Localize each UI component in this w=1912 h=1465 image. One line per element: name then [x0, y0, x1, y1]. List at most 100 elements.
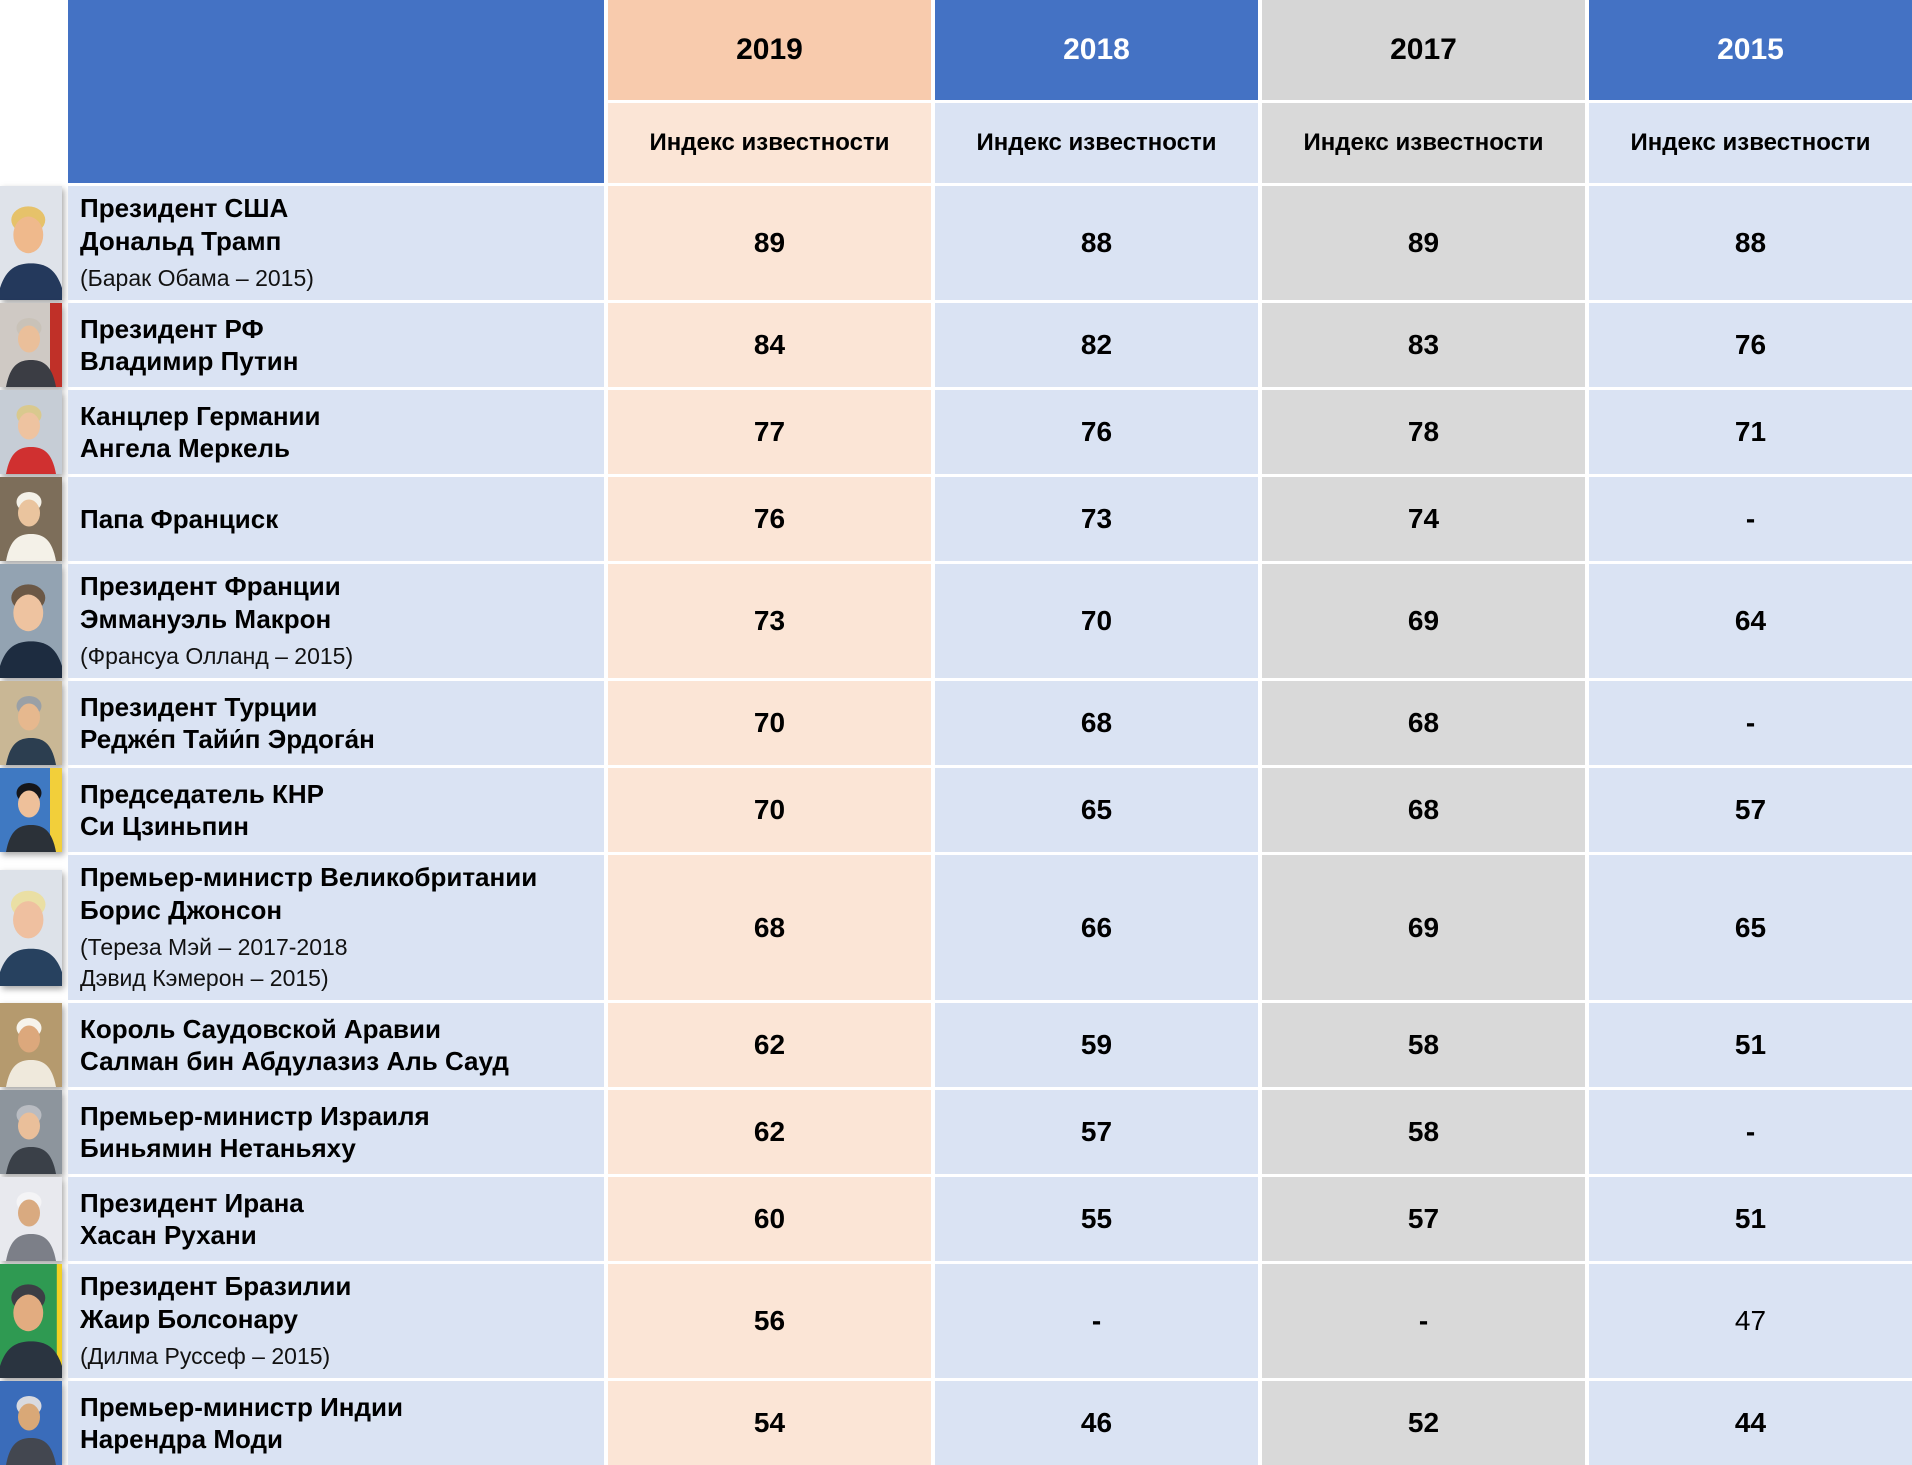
index-value-2018: 70 [935, 564, 1258, 679]
index-value-2018: 55 [935, 1177, 1258, 1262]
index-value-2019: 70 [608, 681, 931, 766]
leader-photo-cell [0, 681, 64, 766]
leader-photo-cell [0, 855, 64, 1000]
index-value-2015: - [1589, 1090, 1912, 1175]
leader-label: Король Саудовской Аравии Салман бин Абдул… [68, 1003, 604, 1088]
leader-title-line: Редже́п Тайи́п Эрдога́н [80, 724, 375, 755]
subheader-2019: Индекс известности [608, 103, 931, 183]
year-header-2019: 2019 [608, 0, 931, 100]
index-value-2015: 47 [1589, 1264, 1912, 1379]
index-value-2018: 57 [935, 1090, 1258, 1175]
index-value-2017: 74 [1262, 477, 1585, 562]
leader-portrait-icon [0, 1177, 62, 1262]
index-value-2015: - [1589, 477, 1912, 562]
index-value-2015: 71 [1589, 390, 1912, 475]
table-corner-cell [68, 0, 604, 183]
leader-photo [0, 1090, 62, 1175]
index-value-2019: 56 [608, 1264, 931, 1379]
leader-photo [0, 477, 62, 562]
leader-photo [0, 1177, 62, 1262]
index-value-2018: 73 [935, 477, 1258, 562]
index-value-2017: 68 [1262, 768, 1585, 853]
leader-portrait-icon [0, 1264, 62, 1379]
year-header-2015: 2015 [1589, 0, 1912, 100]
leader-title-line: Премьер-министр Израиля [80, 1100, 430, 1131]
leader-title-line: Салман бин Абдулазиз Аль Сауд [80, 1046, 509, 1077]
leader-title-line: Жаир Болсонару [80, 1303, 298, 1334]
subheader-2017: Индекс известности [1262, 103, 1585, 183]
leader-title-line: Дональд Трамп [80, 225, 282, 256]
index-value-2018: 66 [935, 855, 1258, 1001]
leader-portrait-icon [0, 390, 62, 475]
leader-title-line: Президент США [80, 193, 289, 223]
leader-portrait-icon [0, 477, 62, 562]
index-value-2017: 58 [1262, 1090, 1585, 1175]
leader-photo-cell [0, 477, 64, 562]
leader-photo-cell [0, 1003, 64, 1088]
year-header-2018: 2018 [935, 0, 1258, 100]
leader-note-line: (Франсуа Олланд – 2015) [80, 643, 354, 670]
leader-portrait-icon [0, 1381, 62, 1465]
index-value-2018: 82 [935, 303, 1258, 388]
leader-label: Канцлер Германии Ангела Меркель [68, 390, 604, 475]
leader-label: Президент Турции Редже́п Тайи́п Эрдога́н [68, 681, 604, 766]
index-value-2017: 68 [1262, 681, 1585, 766]
index-value-2015: 57 [1589, 768, 1912, 853]
year-header-2017: 2017 [1262, 0, 1585, 100]
index-value-2017: 58 [1262, 1003, 1585, 1088]
leader-photo [0, 564, 62, 679]
leader-title-line: Эммануэль Макрон [80, 603, 332, 634]
index-value-2019: 68 [608, 855, 931, 1001]
leader-photo-cell [0, 1090, 64, 1175]
leader-photo-cell [0, 390, 64, 475]
index-value-2019: 73 [608, 564, 931, 679]
index-value-2015: 51 [1589, 1003, 1912, 1088]
index-value-2019: 76 [608, 477, 931, 562]
leader-photo [0, 768, 62, 853]
index-value-2017: - [1262, 1264, 1585, 1379]
leader-label: Президент Ирана Хасан Рухани [68, 1177, 604, 1262]
leader-photo [0, 1264, 62, 1379]
leader-label: Папа Франциск [68, 477, 604, 562]
index-value-2015: 51 [1589, 1177, 1912, 1262]
leader-label: Премьер-министр Великобритании Борис Джон… [68, 855, 604, 1001]
leader-label: Президент Бразилии Жаир Болсонару (Дилма Р… [68, 1264, 604, 1379]
leader-label: Премьер-министр Индии Нарендра Моди [68, 1381, 604, 1465]
leader-portrait-icon [0, 564, 62, 679]
index-value-2017: 52 [1262, 1381, 1585, 1465]
leader-photo [0, 303, 62, 388]
index-value-2018: 46 [935, 1381, 1258, 1465]
leader-label: Президент США Дональд Трамп (Барак Обама –… [68, 186, 604, 301]
leader-title-line: Си Цзиньпин [80, 811, 249, 842]
leader-title-line: Ангела Меркель [80, 433, 290, 464]
index-value-2019: 60 [608, 1177, 931, 1262]
leader-note-line: (Дилма Руссеф – 2015) [80, 1343, 331, 1370]
leader-photo [0, 186, 62, 301]
leader-title-line: Премьер-министр Великобритании [80, 862, 538, 893]
index-value-2017: 83 [1262, 303, 1585, 388]
leader-label: Премьер-министр Израиля Биньямин Нетаньях… [68, 1090, 604, 1175]
leader-title-line: Президент Франции [80, 571, 341, 602]
index-value-2015: 88 [1589, 186, 1912, 301]
leader-title-line: Нарендра Моди [80, 1424, 284, 1455]
leader-portrait-icon [0, 1090, 62, 1175]
index-value-2019: 77 [608, 390, 931, 475]
index-value-2017: 69 [1262, 855, 1585, 1001]
leader-photo [0, 869, 62, 986]
photo-column-spacer [0, 0, 64, 183]
index-value-2017: 78 [1262, 390, 1585, 475]
index-value-2017: 57 [1262, 1177, 1585, 1262]
index-value-2019: 89 [608, 186, 931, 301]
leader-portrait-icon [0, 768, 62, 853]
index-value-2018: 76 [935, 390, 1258, 475]
leader-title-line: Папа Франциск [80, 503, 279, 534]
index-value-2019: 70 [608, 768, 931, 853]
index-value-2018: 88 [935, 186, 1258, 301]
index-value-2018: - [935, 1264, 1258, 1379]
leader-photo-cell [0, 1264, 64, 1379]
leader-note-line: (Тереза Мэй – 2017-2018 [80, 934, 348, 961]
leader-photo-cell [0, 186, 64, 301]
leader-label: Президент Франции Эммануэль Макрон (Франсу… [68, 564, 604, 679]
